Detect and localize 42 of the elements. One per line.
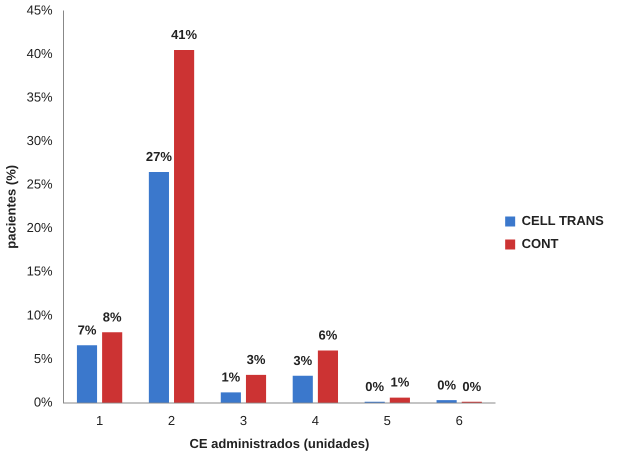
data-label: 0%	[462, 378, 482, 394]
bar	[318, 350, 338, 403]
x-tick-label: 5	[384, 413, 391, 428]
bar	[246, 374, 266, 403]
bar	[76, 345, 98, 403]
data-label: 0%	[437, 377, 456, 392]
bar	[102, 332, 122, 403]
y-tick-label: 40%	[26, 46, 54, 61]
x-tick-label: 1	[96, 413, 104, 428]
bar	[174, 50, 194, 403]
y-tick-label: 20%	[26, 220, 54, 236]
data-label: 41%	[171, 27, 198, 42]
y-tick-label: 5%	[34, 350, 54, 366]
data-label: 6%	[318, 328, 338, 343]
legend-label: CONT	[522, 236, 559, 252]
legend-label: CELL TRANS	[522, 213, 604, 228]
data-label: 0%	[365, 378, 385, 394]
data-label: 3%	[246, 352, 266, 368]
bar	[436, 400, 457, 403]
data-label: 27%	[146, 149, 172, 164]
bar	[390, 398, 410, 403]
x-axis-title: CE administrados (unidades)	[189, 436, 370, 451]
y-tick-label: 15%	[26, 264, 54, 279]
x-tick-label: 6	[456, 413, 463, 428]
y-axis-title: pacientes (%)	[3, 164, 18, 249]
data-label: 3%	[293, 352, 313, 368]
data-label: 1%	[221, 369, 241, 384]
data-label: 8%	[102, 309, 122, 324]
y-tick-label: 45%	[26, 2, 54, 18]
y-tick-label: 0%	[34, 394, 54, 410]
x-tick-label: 3	[240, 413, 248, 428]
data-label: 1%	[390, 374, 410, 390]
y-tick-label: 10%	[26, 307, 54, 322]
y-tick-label: 35%	[26, 89, 54, 104]
y-tick-label: 30%	[26, 133, 54, 148]
data-label: 7%	[78, 322, 97, 338]
bar	[220, 392, 241, 403]
y-tick-label: 25%	[26, 176, 54, 192]
bar	[292, 376, 313, 403]
bar	[148, 172, 169, 403]
x-tick-label: 4	[312, 413, 319, 428]
x-tick-label: 2	[168, 413, 176, 428]
